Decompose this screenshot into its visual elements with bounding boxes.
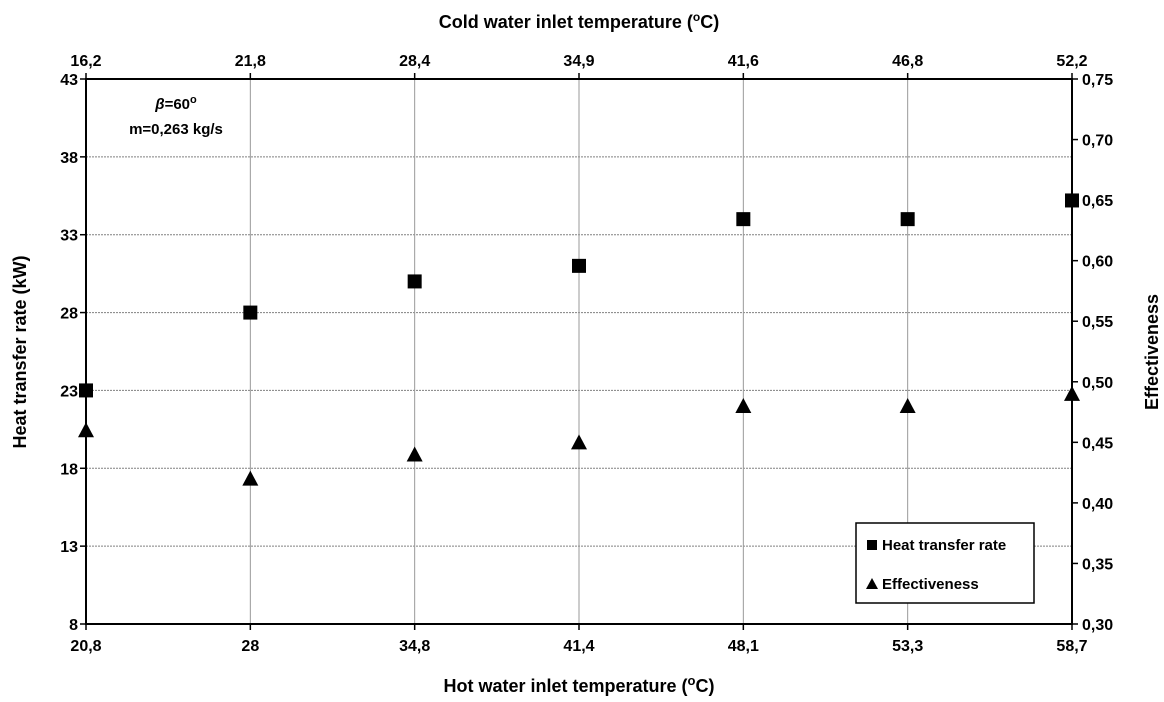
effectiveness-point [242, 470, 259, 486]
y-right-tick-label: 0,45 [1082, 435, 1113, 452]
x-bottom-tick-label: 48,1 [728, 638, 759, 655]
legend: Heat transfer rate Effectiveness [855, 522, 1035, 604]
y-left-tick-label: 8 [69, 617, 78, 634]
x-top-tick-label: 21,8 [235, 53, 266, 70]
y-right-axis-title: Effectiveness [1142, 294, 1162, 410]
y-right-tick-label: 0,50 [1082, 375, 1113, 392]
x-top-axis-title: Cold water inlet temperature (oC) [439, 10, 719, 32]
y-left-tick-label: 28 [60, 306, 78, 323]
x-bottom-tick-label: 53,3 [892, 638, 923, 655]
legend-square-marker [867, 540, 877, 550]
y-right-tick-label: 0,35 [1082, 556, 1113, 573]
legend-box [855, 522, 1035, 604]
ticks-layer: 8 13 18 23 28 33 38 43 0,30 0,35 0,40 0,45 0,50 0,55 0… [60, 53, 1113, 655]
heat-transfer-rate-point [243, 305, 258, 320]
y-right-tick-label: 0,70 [1082, 133, 1113, 150]
marks-layer [78, 193, 1080, 486]
x-bottom-tick-label: 20,8 [70, 638, 101, 655]
heat-transfer-rate-point [79, 383, 93, 398]
x-bottom-axis-title: Hot water inlet temperature (oC) [444, 673, 715, 696]
effectiveness-point [406, 446, 423, 462]
legend-label-heat-transfer-rate: Heat transfer rate [882, 537, 1006, 554]
grid-layer [86, 79, 1072, 624]
y-left-tick-label: 23 [60, 383, 78, 400]
y-left-tick-label: 33 [60, 228, 78, 245]
x-top-tick-label: 16,2 [70, 53, 101, 70]
x-top-tick-label: 52,2 [1056, 53, 1087, 70]
y-left-axis-title: Heat transfer rate (kW) [10, 255, 30, 448]
heat-transfer-rate-point [736, 212, 751, 227]
x-top-tick-label: 28,4 [399, 53, 430, 70]
y-right-tick-label: 0,60 [1082, 254, 1113, 271]
effectiveness-point [571, 434, 587, 450]
x-top-tick-label: 34,9 [563, 53, 594, 70]
y-right-tick-label: 0,65 [1082, 193, 1113, 210]
x-bottom-tick-label: 28 [241, 638, 259, 655]
legend-triangle-marker [866, 578, 878, 589]
effectiveness-point [78, 422, 94, 438]
heat-transfer-rate-point [900, 212, 915, 227]
effectiveness-point [1064, 385, 1080, 401]
x-bottom-tick-label: 41,4 [563, 638, 594, 655]
effectiveness-point [899, 398, 916, 413]
x-top-tick-label: 41,6 [728, 53, 759, 70]
heat-transfer-rate-point [407, 274, 422, 289]
y-left-tick-label: 43 [60, 72, 78, 89]
y-right-tick-label: 0,40 [1082, 496, 1113, 513]
y-right-tick-label: 0,75 [1082, 72, 1113, 89]
y-right-tick-label: 0,30 [1082, 617, 1113, 634]
legend-label-effectiveness: Effectiveness [882, 576, 979, 593]
heat-transfer-rate-point [1065, 193, 1079, 208]
mass-flow-annotation: m=0,263 kg/s [129, 121, 223, 138]
y-left-tick-label: 13 [60, 539, 78, 556]
effectiveness-point [735, 398, 752, 413]
y-right-tick-label: 0,55 [1082, 314, 1113, 331]
y-left-tick-label: 38 [60, 150, 78, 167]
x-bottom-tick-label: 34,8 [399, 638, 430, 655]
x-bottom-tick-label: 58,7 [1056, 638, 1087, 655]
beta-annotation: β=60o [154, 94, 197, 113]
x-top-tick-label: 46,8 [892, 53, 923, 70]
y-left-tick-label: 18 [60, 461, 78, 478]
heat-transfer-rate-point [572, 258, 586, 273]
